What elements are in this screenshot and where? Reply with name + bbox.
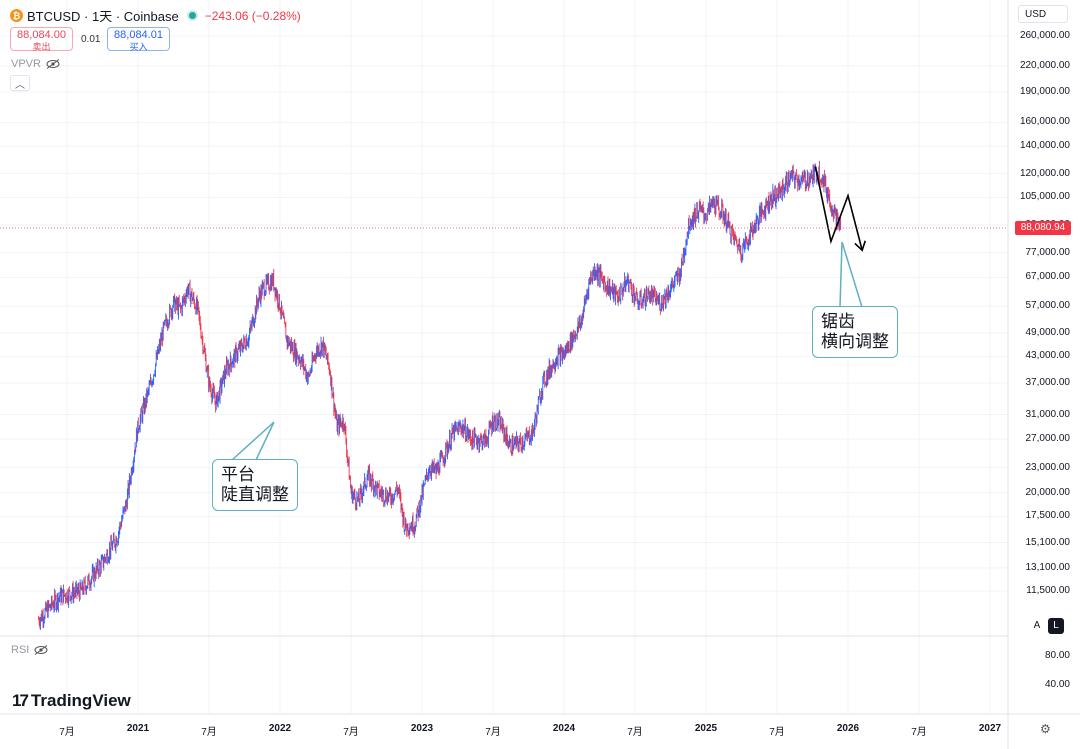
- time-tick-label: 2024: [552, 723, 576, 734]
- time-tick-label: 7月: [343, 727, 359, 738]
- time-tick-label: 2023: [410, 723, 434, 734]
- price-tick-label: 220,000.00: [1019, 59, 1070, 71]
- price-tick-label: 31,000.00: [1025, 408, 1071, 420]
- price-tick-label: 49,000.00: [1025, 327, 1071, 339]
- symbol-header[interactable]: ₿ BTCUSD · 1天 · Coinbase −243.06 (−0.28%…: [10, 6, 301, 25]
- vpvr-label: VPVR: [11, 58, 41, 70]
- price-tick-label: 15,100.00: [1025, 536, 1071, 548]
- zigzag-annotation: [814, 166, 867, 252]
- price-tick-label: 13,100.00: [1025, 561, 1071, 573]
- auto-scale-button[interactable]: A: [1033, 620, 1041, 631]
- price-tick-label: 140,000.00: [1019, 140, 1070, 152]
- time-tick-label: 2027: [978, 723, 1002, 734]
- price-candles: [38, 160, 841, 630]
- log-scale-button[interactable]: L: [1048, 618, 1064, 634]
- currency-selector[interactable]: USD: [1018, 5, 1068, 23]
- time-tick-label: 7月: [627, 727, 643, 738]
- buy-price: 88,084.01: [114, 29, 163, 41]
- time-tick-label: 7月: [911, 727, 927, 738]
- price-tick-label: 77,000.00: [1025, 246, 1071, 258]
- sell-button[interactable]: 88,084.00 卖出: [10, 27, 73, 52]
- tradingview-logo: 17 TradingView: [12, 691, 131, 711]
- eye-hidden-icon[interactable]: [46, 59, 60, 69]
- market-status-icon: [188, 12, 196, 19]
- rsi-tick-label: 40.00: [1044, 679, 1070, 690]
- symbol-title[interactable]: BTCUSD · 1天 · Coinbase: [27, 9, 179, 24]
- zigzag-arrowhead: [854, 240, 867, 252]
- price-tick-label: 37,000.00: [1025, 377, 1071, 389]
- price-tick-label: 23,000.00: [1025, 461, 1071, 473]
- last-price-badge: 88,080.94: [1015, 221, 1071, 235]
- price-tick-label: 20,000.00: [1025, 486, 1071, 498]
- annotation-pointer-right: [839, 241, 863, 308]
- time-tick-label: 7月: [769, 727, 785, 738]
- price-tick-label: 120,000.00: [1019, 167, 1070, 179]
- price-tick-label: 260,000.00: [1019, 30, 1070, 41]
- sell-price: 88,084.00: [17, 29, 66, 41]
- spread-value: 0.01: [81, 34, 101, 45]
- buy-button[interactable]: 88,084.01 买入: [107, 27, 170, 52]
- price-tick-label: 17,500.00: [1025, 510, 1071, 522]
- price-tick-label: 43,000.00: [1025, 350, 1071, 362]
- time-tick-label: 2025: [694, 723, 718, 734]
- rsi-label: RSI: [11, 644, 30, 656]
- time-tick-label: 2022: [268, 723, 292, 734]
- time-tick-label: 2026: [836, 723, 860, 734]
- sell-label: 卖出: [32, 42, 51, 52]
- price-tick-label: 11,500.00: [1026, 585, 1070, 596]
- bitcoin-icon: ₿: [10, 9, 23, 22]
- price-tick-label: 67,000.00: [1025, 271, 1071, 283]
- rsi-indicator[interactable]: RSI: [11, 644, 48, 656]
- price-tick-label: 57,000.00: [1025, 300, 1071, 312]
- time-tick-label: 7月: [59, 727, 75, 738]
- price-change: −243.06 (−0.28%): [204, 8, 301, 23]
- zigzag-line: [814, 166, 863, 251]
- price-tick-label: 105,000.00: [1019, 191, 1070, 203]
- buy-label: 买入: [129, 42, 148, 52]
- tradingview-wordmark: TradingView: [30, 691, 131, 710]
- annotation-right: 锯齿 横向调整: [812, 306, 898, 358]
- annotation-pointer-left: [231, 421, 275, 461]
- tradingview-mark: 17: [12, 691, 29, 710]
- chevron-up-icon: ︿: [15, 79, 25, 91]
- price-tick-label: 160,000.00: [1019, 116, 1070, 128]
- price-tick-label: 27,000.00: [1025, 433, 1071, 445]
- price-tick-label: 190,000.00: [1019, 85, 1070, 97]
- time-tick-label: 7月: [201, 727, 217, 738]
- annotation-left: 平台 陡直调整: [212, 459, 298, 511]
- settings-icon[interactable]: ⚙: [1040, 722, 1051, 736]
- time-tick-label: 2021: [126, 723, 150, 734]
- vpvr-indicator[interactable]: VPVR: [11, 58, 60, 70]
- eye-hidden-icon[interactable]: [34, 645, 48, 655]
- rsi-tick-label: 80.00: [1044, 650, 1070, 661]
- time-tick-label: 7月: [485, 727, 501, 738]
- collapse-indicators-button[interactable]: ︿: [10, 75, 30, 91]
